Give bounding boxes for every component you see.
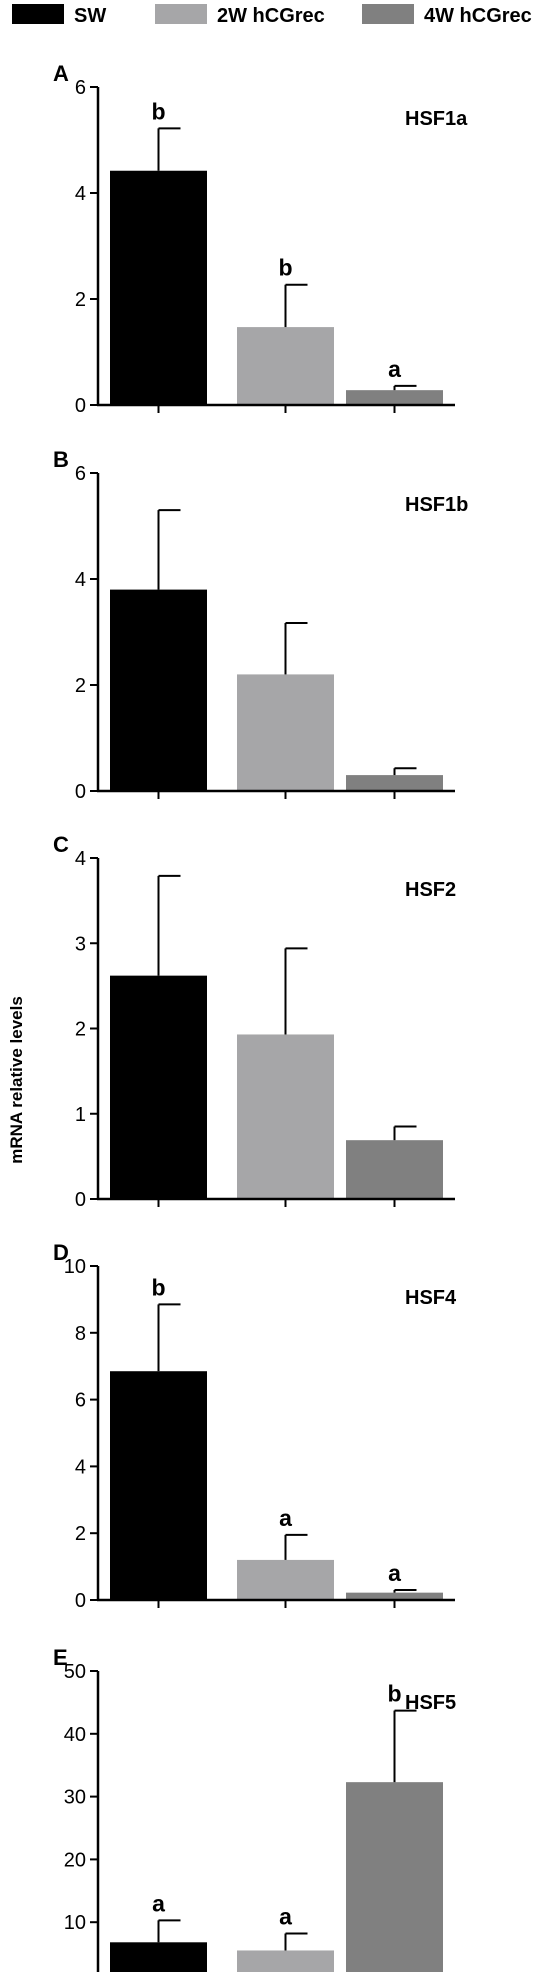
panel-letter: D [53,1240,69,1265]
y-tick-label: 0 [75,1590,86,1612]
significance-label-2: a [279,1904,292,1930]
bar-1 [110,170,207,405]
panel-letter: A [53,61,69,86]
legend-label-2: 4W hCGrec [424,5,532,27]
y-tick-label: 4 [75,848,86,870]
bar-1 [110,589,207,791]
y-tick-label: 4 [75,1456,86,1478]
y-tick-label: 10 [64,1912,86,1934]
panel-b: B HSF1b 0 2 4 6 [53,447,468,803]
bar-3 [346,775,443,791]
y-tick-label: 20 [64,1849,86,1871]
significance-label-3: a [388,1560,401,1586]
bar-1 [110,1371,207,1600]
y-tick-label: 6 [75,463,86,485]
bar-3 [346,390,443,405]
significance-label-1: b [151,1274,165,1300]
significance-label-1: a [152,1890,165,1916]
y-tick-label: 4 [75,183,86,205]
panel-letter: B [53,447,69,472]
bar-1 [110,975,207,1199]
panel-c: C HSF2 0 1 2 3 4 [53,832,456,1211]
significance-label-1: b [151,98,165,124]
panel-title: HSF1a [405,108,468,130]
significance-label-3: b [387,1681,401,1707]
bar-2 [237,1034,334,1199]
panel-title: HSF4 [405,1287,457,1309]
significance-label-2: b [278,255,292,281]
panel-letter: E [53,1645,68,1670]
bar-2 [237,327,334,405]
panel-title: HSF5 [405,1692,456,1714]
legend: SW 2W hCGrec 4W hCGrec [12,4,532,27]
y-tick-label: 2 [75,1523,86,1545]
y-axis-label: mRNA relative levels [7,996,26,1164]
bar-2 [237,674,334,791]
panel-letter: C [53,832,69,857]
y-tick-label: 2 [75,1019,86,1041]
panel-title: HSF1b [405,494,468,516]
legend-swatch-0 [12,4,64,24]
legend-label-1: 2W hCGrec [217,5,325,27]
bar-1 [110,1942,207,1972]
y-tick-label: 2 [75,289,86,311]
panel-d: D HSF4 b a a 0 2 4 6 8 10 [53,1240,457,1612]
y-tick-label: 6 [75,77,86,99]
y-tick-label: 6 [75,1390,86,1412]
bar-3 [346,1592,443,1600]
bar-3 [346,1140,443,1199]
y-tick-label: 10 [64,1256,86,1278]
y-tick-label: 30 [64,1787,86,1809]
y-tick-label: 3 [75,933,86,955]
legend-swatch-1 [155,4,207,24]
y-tick-label: 40 [64,1724,86,1746]
significance-label-3: a [388,356,401,382]
legend-swatch-2 [362,4,414,24]
bar-2 [237,1950,334,1972]
panel-title: HSF2 [405,879,456,901]
bar-3 [346,1782,443,1972]
legend-label-0: SW [74,5,106,27]
y-tick-label: 2 [75,675,86,697]
significance-label-2: a [279,1505,292,1531]
bar-2 [237,1559,334,1600]
y-tick-label: 8 [75,1323,86,1345]
panel-a: A HSF1a b b a 0 2 4 6 [53,61,468,417]
y-tick-label: 0 [75,1189,86,1211]
y-tick-label: 1 [75,1104,86,1126]
y-tick-label: 0 [75,781,86,803]
panel-e: EHSF5aab01020304050 [53,1645,456,1972]
y-tick-label: 4 [75,569,86,591]
y-tick-label: 50 [64,1661,86,1683]
y-tick-label: 0 [75,395,86,417]
panels: AHSF1abba0246BHSF1b0246CHSF201234DHSF4ba… [53,61,468,1972]
